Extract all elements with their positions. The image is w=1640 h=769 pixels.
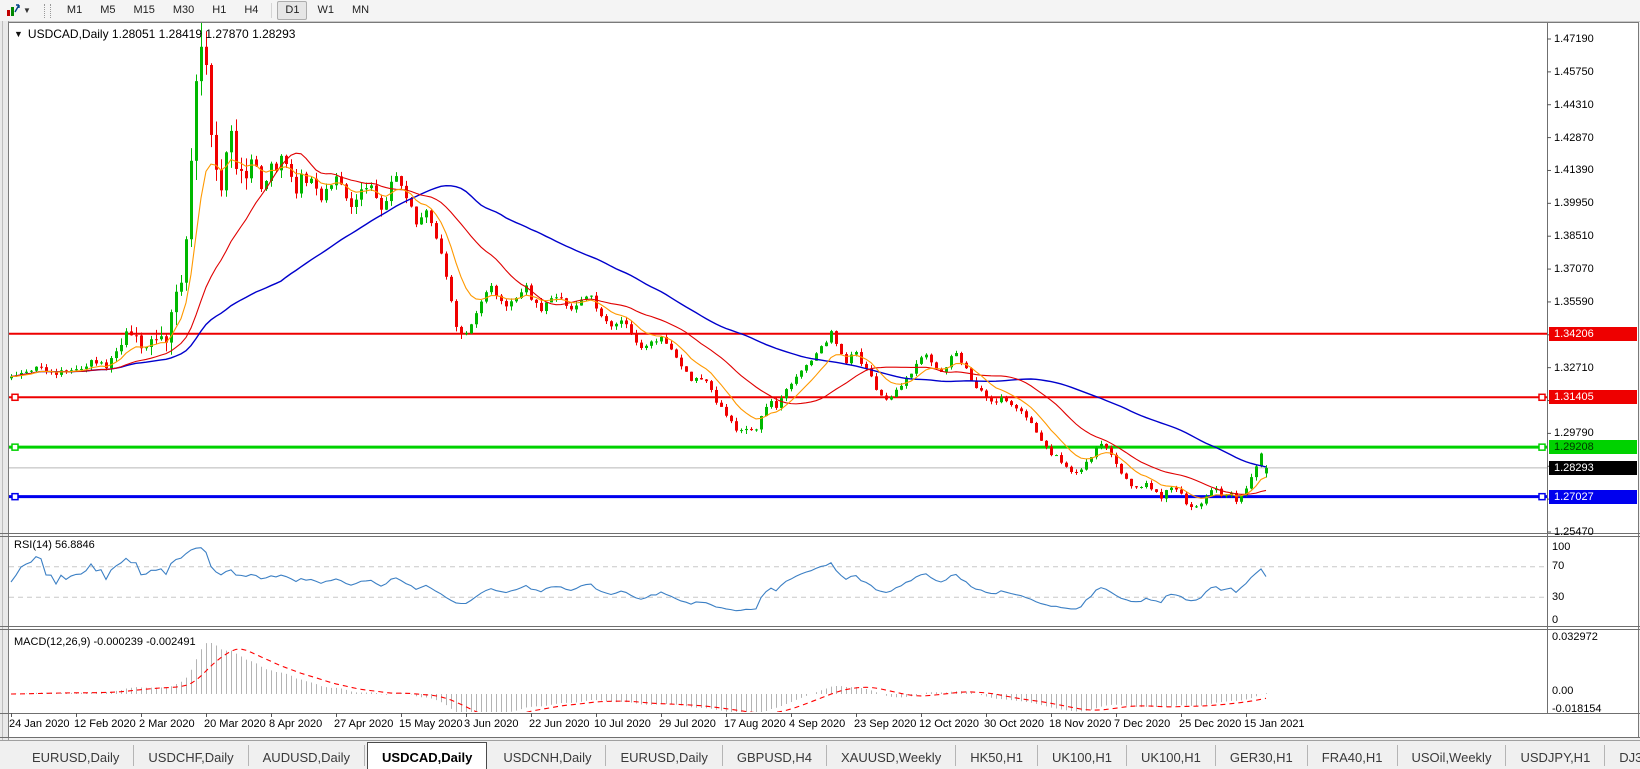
time-axis-label: 15 May 2020 bbox=[399, 718, 463, 730]
time-axis-label: 3 Jun 2020 bbox=[464, 718, 519, 730]
chart-context-arrow-icon[interactable]: ▼ bbox=[14, 29, 23, 39]
chart-tab-usdchf-daily[interactable]: USDCHF,Daily bbox=[134, 745, 249, 766]
time-axis-label: 24 Jan 2020 bbox=[9, 718, 70, 730]
timeframe-button-w1[interactable]: W1 bbox=[317, 4, 334, 16]
macd-axis-label: 0.00 bbox=[1552, 685, 1574, 697]
price-axis-label: 1.25470 bbox=[1554, 526, 1594, 538]
price-level-badge: 1.34206 bbox=[1549, 326, 1637, 341]
time-axis-label: 22 Jun 2020 bbox=[529, 718, 590, 730]
price-axis-label: 1.47190 bbox=[1554, 33, 1594, 45]
chart-tab-fra40-h1[interactable]: FRA40,H1 bbox=[1308, 745, 1398, 766]
chart-tab-uk100-h1[interactable]: UK100,H1 bbox=[1127, 745, 1216, 766]
toolbar-grip-handle[interactable] bbox=[43, 3, 51, 18]
price-axis-label: 1.44310 bbox=[1554, 98, 1594, 111]
price-level-badge: 1.27027 bbox=[1549, 489, 1637, 504]
rsi-axis-label: 100 bbox=[1552, 541, 1571, 553]
time-axis-label: 20 Mar 2020 bbox=[204, 718, 266, 730]
timeframe-button-m15[interactable]: M15 bbox=[133, 4, 155, 16]
price-axis-label: 1.38510 bbox=[1554, 230, 1594, 243]
rsi-axis-label: 70 bbox=[1552, 560, 1565, 572]
chart-tab-dj30-daily[interactable]: DJ30,Daily bbox=[1605, 745, 1640, 766]
macd-axis-label: 0.032972 bbox=[1552, 631, 1598, 643]
timeframe-button-h4[interactable]: H4 bbox=[244, 4, 259, 16]
chart-tab-uk100-h1[interactable]: UK100,H1 bbox=[1038, 745, 1127, 766]
chart-tab-usdjpy-h1[interactable]: USDJPY,H1 bbox=[1506, 745, 1606, 766]
time-axis-label: 8 Apr 2020 bbox=[269, 718, 323, 730]
time-axis-label: 2 Mar 2020 bbox=[139, 718, 195, 730]
timeframe-button-d1[interactable]: D1 bbox=[277, 1, 308, 20]
current-price-badge: 1.28293 bbox=[1549, 460, 1637, 475]
chart-tab-usdcnh-daily[interactable]: USDCNH,Daily bbox=[489, 745, 607, 766]
chart-tab-bar: EURUSD,Daily USDCHF,Daily AUDUSD,Daily USDC… bbox=[0, 740, 1640, 769]
chart-tab-ger30-h1[interactable]: GER30,H1 bbox=[1216, 745, 1308, 766]
price-level-badge: 1.31405 bbox=[1549, 390, 1637, 405]
time-axis-label: 18 Nov 2020 bbox=[1049, 718, 1112, 730]
time-axis-label: 12 Oct 2020 bbox=[919, 718, 979, 730]
time-axis-label: 29 Jul 2020 bbox=[659, 718, 716, 730]
chart-tab-xauusd-weekly[interactable]: XAUUSD,Weekly bbox=[827, 745, 957, 766]
chart-tab-audusd-daily[interactable]: AUDUSD,Daily bbox=[249, 745, 366, 766]
time-axis-label: 15 Jan 2021 bbox=[1244, 718, 1305, 730]
chart-tab-hk50-h1[interactable]: HK50,H1 bbox=[956, 745, 1038, 766]
price-axis-label: 1.41390 bbox=[1554, 164, 1594, 177]
rsi-indicator-label: RSI(14) 56.8846 bbox=[14, 539, 95, 551]
price-axis-label: 1.37070 bbox=[1554, 263, 1594, 276]
time-axis-label: 27 Apr 2020 bbox=[334, 718, 394, 730]
chart-tab-usdcad-daily[interactable]: USDCAD,Daily bbox=[367, 742, 488, 769]
timeframe-button-m30[interactable]: M30 bbox=[172, 4, 195, 16]
rsi-axis-label: 0 bbox=[1552, 614, 1559, 626]
timeframe-button-mn[interactable]: MN bbox=[351, 4, 370, 16]
price-axis-label: 1.39950 bbox=[1554, 197, 1594, 210]
time-axis-label: 7 Dec 2020 bbox=[1114, 718, 1171, 730]
time-axis-label: 25 Dec 2020 bbox=[1179, 718, 1242, 730]
chart-tab-eurusd-daily[interactable]: EURUSD,Daily bbox=[18, 745, 135, 766]
time-axis-label: 10 Jul 2020 bbox=[594, 718, 651, 730]
chart-symbols-icon[interactable] bbox=[3, 3, 21, 19]
toolbar-separator bbox=[271, 3, 273, 18]
macd-axis-label: -0.018154 bbox=[1552, 703, 1602, 715]
rsi-axis-label: 30 bbox=[1552, 591, 1565, 603]
chart-tab-eurusd-daily[interactable]: EURUSD,Daily bbox=[606, 745, 723, 766]
chart-title: ▼ USDCAD,Daily 1.28051 1.28419 1.27870 1… bbox=[14, 27, 295, 41]
price-axis-label: 1.32710 bbox=[1554, 361, 1594, 374]
chevron-down-icon[interactable]: ▼ bbox=[23, 6, 31, 15]
time-axis-label: 4 Sep 2020 bbox=[789, 718, 846, 730]
macd-indicator-label: MACD(12,26,9) -0.000239 -0.002491 bbox=[14, 636, 196, 648]
price-axis-label: 1.42870 bbox=[1554, 131, 1594, 144]
timeframe-button-m5[interactable]: M5 bbox=[100, 4, 116, 16]
chart-tab-gbpusd-h4[interactable]: GBPUSD,H4 bbox=[723, 745, 828, 766]
price-axis-label: 1.35590 bbox=[1554, 295, 1594, 308]
time-axis-label: 30 Oct 2020 bbox=[984, 718, 1044, 730]
price-level-badge: 1.29208 bbox=[1549, 440, 1637, 455]
timeframe-button-h1[interactable]: H1 bbox=[212, 4, 227, 16]
timeframe-button-m1[interactable]: M1 bbox=[66, 4, 83, 16]
price-axis-label: 1.29790 bbox=[1554, 427, 1594, 440]
time-axis-label: 23 Sep 2020 bbox=[854, 718, 917, 730]
chart-window[interactable] bbox=[8, 22, 1639, 738]
chart-title-text: USDCAD,Daily 1.28051 1.28419 1.27870 1.2… bbox=[27, 27, 296, 41]
time-axis-label: 17 Aug 2020 bbox=[724, 718, 786, 730]
time-axis-label: 12 Feb 2020 bbox=[74, 718, 136, 730]
timeframes-toolbar: ▼ M1 M5 M15 M30 H1 H4 D1 W1 MN bbox=[0, 0, 1640, 22]
chart-tab-usoil-weekly[interactable]: USOil,Weekly bbox=[1398, 745, 1507, 766]
price-axis-label: 1.45750 bbox=[1554, 65, 1594, 78]
timeframe-button-group: M1 M5 M15 M30 H1 H4 D1 W1 MN bbox=[58, 1, 378, 20]
